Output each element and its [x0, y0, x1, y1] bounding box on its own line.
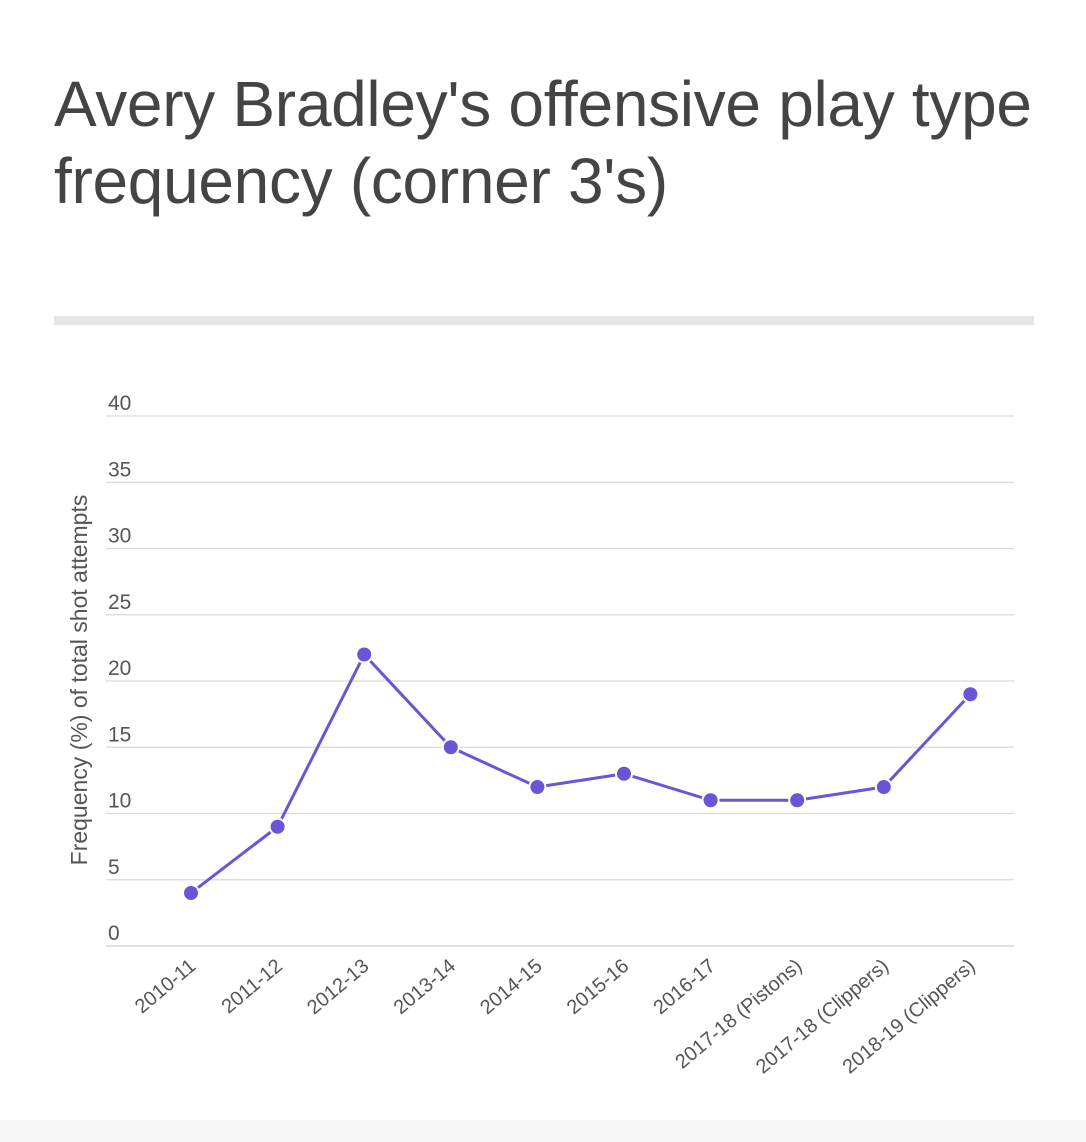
y-tick-label: 40	[108, 392, 131, 415]
data-point-2015-16[interactable]	[615, 764, 633, 783]
x-tick-label: 2015-16	[563, 955, 633, 1019]
data-points	[182, 645, 980, 902]
bottom-strip	[0, 1120, 1086, 1142]
y-tick-label: 5	[108, 856, 120, 879]
data-point-2017-18-clippers[interactable]	[874, 778, 893, 796]
x-tick-label: 2012-13	[303, 955, 373, 1019]
series-line	[189, 653, 972, 895]
data-point-2012-13[interactable]	[355, 645, 374, 664]
data-point-2011-12[interactable]	[268, 817, 287, 836]
x-tick-labels: 2010-11 2011-12 2012-13 2013-14 2014-15 2015-…	[131, 955, 980, 1078]
y-tick-label: 35	[108, 458, 131, 481]
y-tick-label: 0	[108, 922, 120, 945]
y-tick-label: 10	[108, 790, 131, 813]
data-point-2017-18-pistons[interactable]	[788, 791, 807, 810]
y-tick-label: 30	[108, 525, 131, 548]
x-tick-label: 2013-14	[390, 955, 460, 1019]
data-point-2018-19-clippers[interactable]	[961, 685, 980, 704]
y-tick-label: 15	[108, 723, 131, 746]
y-tick-label: 25	[108, 591, 131, 614]
x-tick-label: 2010-11	[131, 955, 200, 1018]
title-divider	[54, 316, 1034, 325]
gridlines	[106, 415, 1014, 947]
x-tick-label: 2011-12	[218, 955, 287, 1018]
y-tick-labels: 0 5 10 15 20 25 30 35 40	[108, 392, 131, 945]
x-tick-label: 2016-17	[649, 955, 719, 1019]
series-line-group	[189, 653, 972, 895]
data-point-2016-17[interactable]	[701, 791, 720, 810]
data-point-2010-11[interactable]	[182, 884, 200, 902]
data-point-2014-15[interactable]	[528, 778, 547, 796]
y-tick-label: 20	[108, 657, 131, 680]
y-axis-label: Frequency (%) of total shot attempts	[66, 495, 92, 866]
chart-title: Avery Bradley's offensive play type freq…	[54, 68, 1032, 217]
x-tick-label: 2014-15	[476, 955, 546, 1019]
data-point-2013-14[interactable]	[441, 738, 460, 757]
